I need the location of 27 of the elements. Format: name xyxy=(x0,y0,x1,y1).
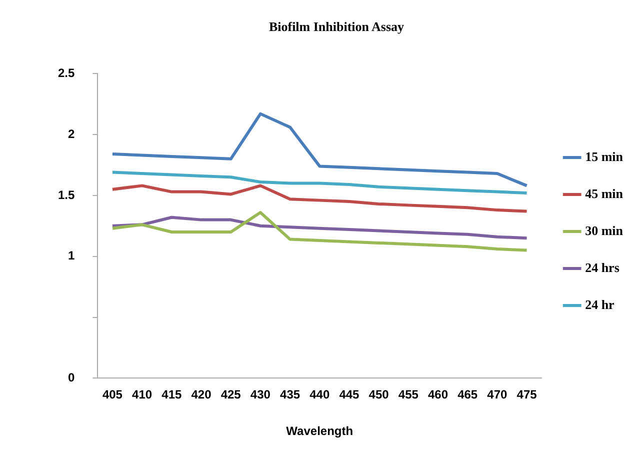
x-tick-label: 465 xyxy=(458,388,478,402)
chart-title: Biofilm Inhibition Assay xyxy=(268,19,405,34)
y-tick-label: 1.5 xyxy=(58,188,75,202)
y-tick-label: 1 xyxy=(68,248,75,263)
x-tick-label: 460 xyxy=(428,388,448,402)
y-tick-label: 2.5 xyxy=(58,66,75,80)
x-tick-label: 405 xyxy=(102,388,123,402)
x-tick-label: 415 xyxy=(162,388,182,402)
y-tick-label: 0 xyxy=(68,370,75,385)
legend-label: 45 min xyxy=(585,186,624,201)
x-tick-label: 470 xyxy=(487,388,508,402)
y-tick-label: 2 xyxy=(68,126,75,141)
legend-label: 24 hr xyxy=(585,296,615,312)
legend-label: 15 min xyxy=(585,148,624,164)
x-tick-label: 450 xyxy=(368,388,390,402)
x-tick-label: 475 xyxy=(516,388,538,402)
legend-label: 24 hrs xyxy=(585,260,620,275)
x-tick-label: 420 xyxy=(191,388,212,402)
x-tick-label: 440 xyxy=(310,388,330,402)
x-tick-label: 410 xyxy=(132,388,152,402)
x-tick-label: 445 xyxy=(339,388,360,402)
x-axis-title: Wavelength xyxy=(286,424,354,438)
x-tick-label: 425 xyxy=(220,388,242,402)
legend-label: 30 min xyxy=(585,222,624,238)
x-tick-label: 430 xyxy=(250,388,271,402)
x-tick-label: 435 xyxy=(280,388,300,402)
x-tick-label: 455 xyxy=(398,388,419,402)
